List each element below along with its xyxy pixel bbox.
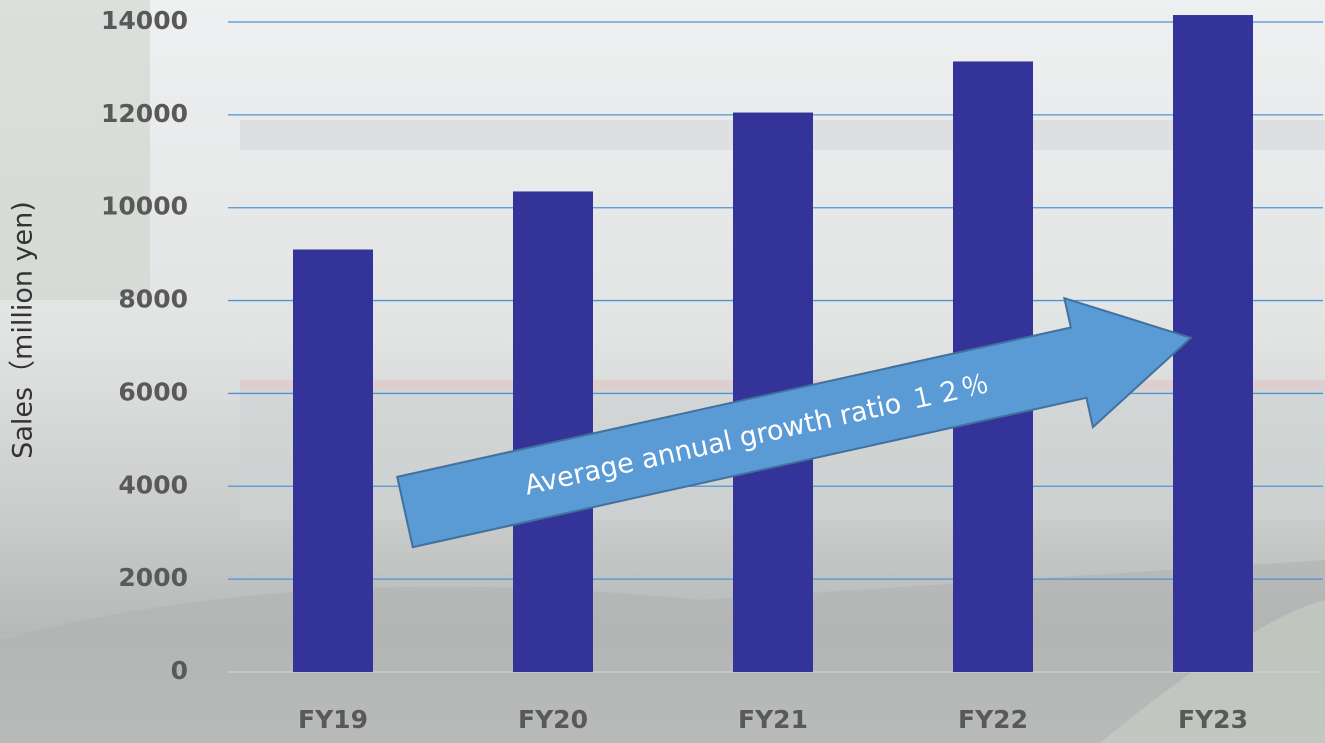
y-tick-label: 12000 — [101, 99, 188, 128]
bar — [293, 250, 373, 673]
y-tick-label: 14000 — [101, 6, 188, 35]
y-tick-label: 0 — [171, 656, 188, 685]
y-axis-label: Sales（million yen) — [8, 201, 39, 459]
x-tick-label: FY21 — [738, 705, 808, 734]
y-tick-label: 4000 — [118, 470, 188, 499]
y-tick-label: 2000 — [118, 563, 188, 592]
y-tick-label: 6000 — [118, 377, 188, 406]
x-tick-label: FY22 — [958, 705, 1028, 734]
y-tick-label: 10000 — [101, 192, 188, 221]
y-tick-label: 8000 — [118, 285, 188, 314]
x-tick-label: FY23 — [1178, 705, 1248, 734]
x-tick-label: FY20 — [518, 705, 588, 734]
chart: Sales（million yen) 0 2000 4000 6000 8000 1000… — [0, 0, 1325, 743]
bar — [513, 191, 593, 672]
x-tick-label: FY19 — [298, 705, 368, 734]
